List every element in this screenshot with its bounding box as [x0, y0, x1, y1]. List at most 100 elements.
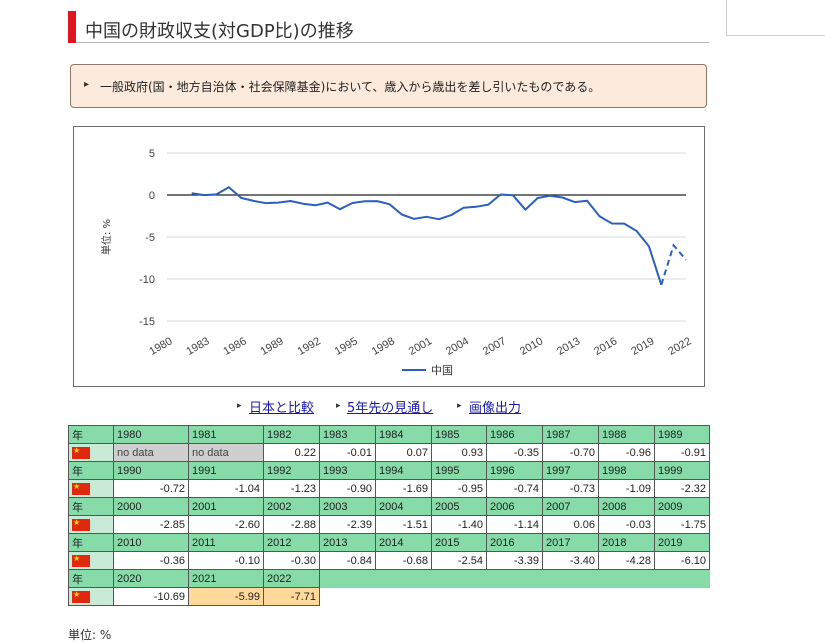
country-flag-cell: ★: [68, 479, 114, 498]
year-cell: 2015: [431, 533, 487, 552]
top-right-panel: [726, 0, 825, 36]
value-cell: -2.54: [431, 551, 487, 570]
y-axis-label: 単位: %: [100, 219, 113, 255]
data-point: [350, 200, 355, 205]
series-line-china-estimate: [660, 243, 687, 286]
value-cell: -10.69: [113, 587, 189, 606]
value-cell: -0.95: [431, 479, 487, 498]
value-cell: -0.03: [598, 515, 655, 534]
year-cell: 2011: [188, 533, 264, 552]
year-cell: 1982: [263, 425, 320, 444]
china-flag-icon: ★: [72, 554, 90, 567]
year-cell: 2013: [319, 533, 376, 552]
action-links: ▸ 日本と比較 ▸ 5年先の見通し ▸ 画像出力: [0, 397, 825, 417]
value-cell: -1.14: [486, 515, 543, 534]
note-box: ▸ 一般政府(国・地方自治体・社会保障基金)において、歳入から歳出を差し引いたも…: [70, 64, 707, 108]
value-cell: 0.06: [542, 515, 599, 534]
year-cell: 2000: [113, 497, 189, 516]
value-row: ★ -2.85 -2.60 -2.88 -2.39 -1.51 -1.40 -1.14 0.06…: [68, 515, 710, 534]
value-cell: -1.75: [654, 515, 710, 534]
nodata-cell: no data: [188, 443, 264, 462]
year-cell: 1983: [319, 425, 376, 444]
unit-note: 単位: %: [68, 628, 112, 642]
year-cell: 2005: [431, 497, 487, 516]
year-cell: 1993: [319, 461, 376, 480]
compare-japan-link[interactable]: 日本と比較: [249, 401, 315, 416]
year-label-cell: 年: [68, 497, 114, 516]
bullet-arrow-icon: ▸: [84, 79, 90, 90]
country-flag-cell: ★: [68, 515, 114, 534]
data-point: [597, 214, 602, 219]
data-point: [251, 198, 256, 203]
data-point: [202, 193, 207, 198]
data-point: [511, 193, 516, 198]
year-cell: 2016: [486, 533, 543, 552]
data-point: [449, 213, 454, 218]
x-tick-label: 2022: [666, 335, 693, 358]
data-point: [436, 217, 441, 222]
title-bar: 中国の財政収支(対GDP比)の推移: [68, 11, 709, 43]
value-cell: -0.73: [542, 479, 599, 498]
data-point: [300, 201, 305, 206]
empty-cell: [320, 588, 376, 606]
data-point: [387, 202, 392, 207]
link-arrow-icon: ▸: [237, 401, 242, 411]
data-table: 年 1980 1981 1982 1983 1984 1985 1986 1987 1988 198…: [68, 425, 710, 606]
year-cell: 2004: [375, 497, 432, 516]
value-cell: -1.09: [598, 479, 655, 498]
x-tick-label: 1986: [221, 335, 248, 358]
value-cell: -1.23: [263, 479, 320, 498]
y-tick-label: -5: [145, 232, 155, 244]
year-cell: 2018: [598, 533, 655, 552]
data-point: [585, 198, 590, 203]
value-cell: -0.68: [375, 551, 432, 570]
series-line-china: [191, 186, 663, 286]
x-tick-label: 1998: [370, 335, 397, 358]
value-cell: -1.40: [431, 515, 487, 534]
data-point: [523, 207, 528, 212]
value-cell: -0.72: [113, 479, 189, 498]
data-point: [288, 199, 293, 204]
link-arrow-icon: ▸: [457, 401, 462, 411]
empty-cell: [599, 588, 655, 606]
year-cell: 2021: [188, 569, 264, 588]
country-flag-cell: ★: [68, 443, 114, 462]
value-cell: -0.35: [486, 443, 543, 462]
value-cell: 0.93: [431, 443, 487, 462]
empty-cell: [486, 569, 543, 588]
nodata-cell: no data: [113, 443, 189, 462]
data-point: [362, 199, 367, 204]
empty-cell: [543, 588, 599, 606]
five-year-outlook-link[interactable]: 5年先の見通し: [347, 401, 434, 416]
link-arrow-icon: ▸: [336, 401, 341, 411]
data-point: [424, 214, 429, 219]
china-flag-icon: ★: [72, 446, 90, 459]
value-cell: -0.30: [263, 551, 320, 570]
year-cell: 2020: [113, 569, 189, 588]
y-tick-label: 0: [149, 190, 155, 202]
chart-frame: 5 0 -5 -10 -15 1980 1983 1986 1989 1992 1995 1998 20…: [73, 126, 705, 387]
value-cell: 0.22: [263, 443, 320, 462]
x-tick-label: 2010: [518, 335, 545, 358]
value-row: ★ no data no data 0.22 -0.01 0.07 0.93 -0.35 -0.…: [68, 443, 710, 462]
x-tick-label: 2016: [592, 335, 619, 358]
empty-cell: [431, 569, 487, 588]
year-row: 年 1990 1991 1992 1993 1994 1995 1996 1997 1998 199…: [68, 461, 710, 480]
y-tick-label: 5: [149, 148, 155, 160]
value-cell: -4.28: [598, 551, 655, 570]
value-cell: -1.04: [188, 479, 264, 498]
image-export-link[interactable]: 画像出力: [469, 401, 522, 416]
data-point: [399, 212, 404, 217]
year-cell: 1980: [113, 425, 189, 444]
year-cell: 1991: [188, 461, 264, 480]
empty-cell: [598, 569, 655, 588]
year-cell: 2002: [263, 497, 320, 516]
data-point: [548, 193, 553, 198]
data-point: [189, 191, 194, 196]
data-point: [486, 202, 491, 207]
x-tick-label: 2001: [407, 335, 434, 358]
empty-cell: [487, 588, 543, 606]
value-cell: -0.70: [542, 443, 599, 462]
title-accent-bar: [68, 11, 76, 43]
year-cell: 1987: [542, 425, 599, 444]
